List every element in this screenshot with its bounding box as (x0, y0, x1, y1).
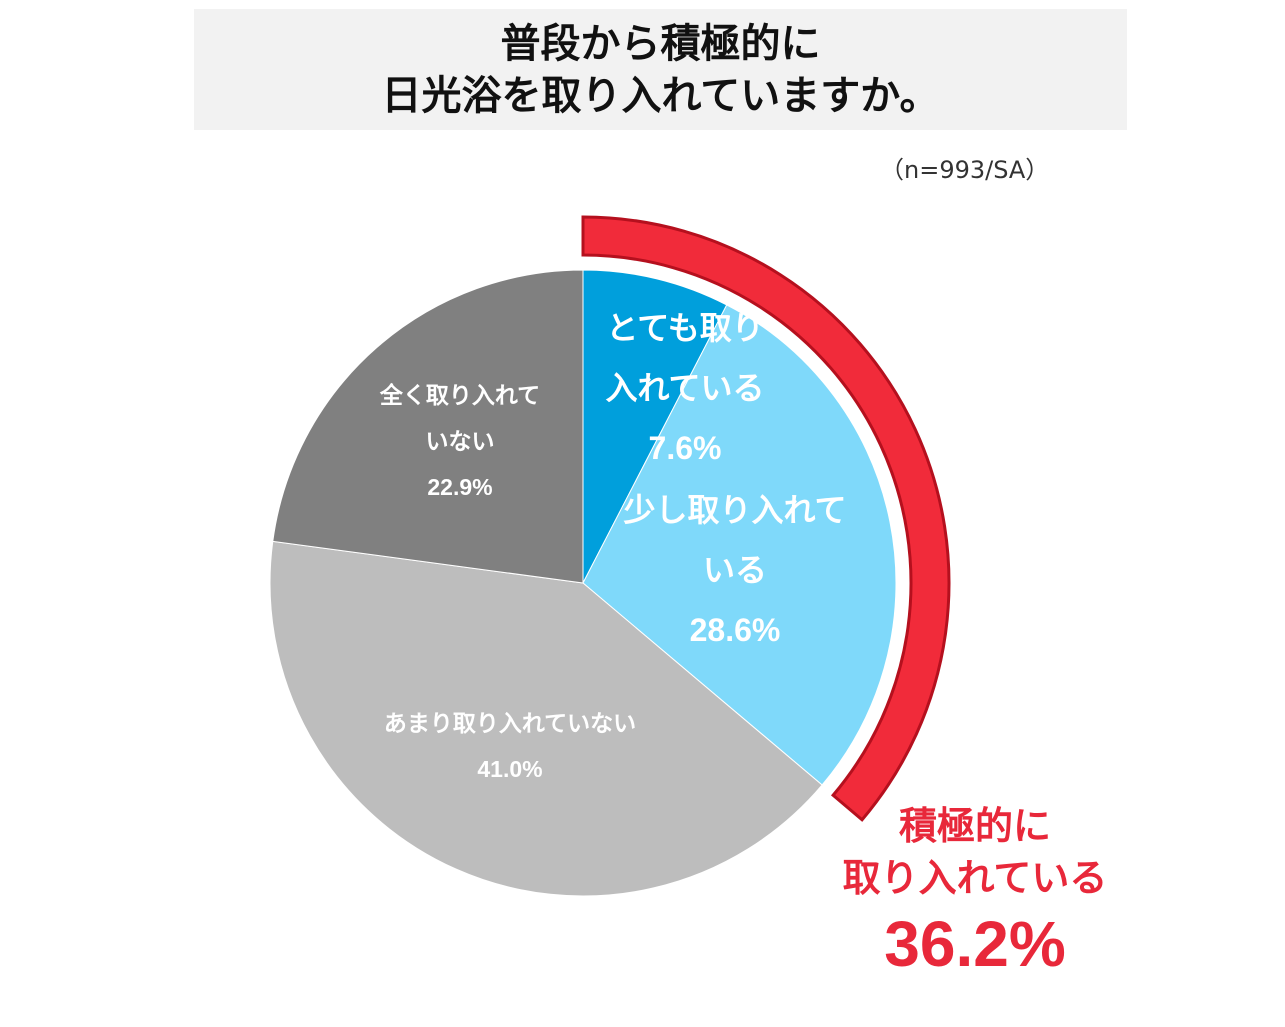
slice-label-very-line2: 入れている (605, 370, 765, 406)
slice-value-rarely: 41.0% (477, 756, 543, 782)
slice-label-very-line1: とても取り (606, 310, 764, 346)
slice-little (582, 304, 897, 786)
slice-label-little-line2: いる (702, 552, 767, 588)
slice-never (272, 269, 584, 584)
sample-size-note: （n=993/SA） (880, 156, 1050, 184)
highlight-label-line1: 積極的に (898, 804, 1051, 848)
highlight-callout: 積極的に 取り入れている 36.2% (790, 800, 1160, 984)
chart-title-line-1: 普段から積極的に (500, 20, 821, 67)
slice-label-rarely: あまり取り入れていない 41.0% (330, 700, 690, 792)
highlight-arc-group (581, 215, 951, 822)
slice-label-little-line1: 少し取り入れて (623, 492, 847, 528)
highlight-label-line2: 取り入れている (842, 856, 1108, 900)
slice-label-little: 少し取り入れて いる 28.6% (600, 480, 870, 660)
title-box: 普段から積極的に 日光浴を取り入れていますか。 (194, 9, 1127, 130)
slice-value-never: 22.9% (427, 474, 493, 500)
slice-label-never-line1: 全く取り入れて (379, 382, 541, 408)
slice-label-never: 全く取り入れて いない 22.9% (345, 372, 575, 510)
slice-very (582, 269, 728, 584)
highlight-value: 36.2% (884, 908, 1066, 980)
chart-title-line-2: 日光浴を取り入れていますか。 (381, 72, 940, 119)
slice-value-little: 28.6% (689, 612, 781, 648)
pie-slices (269, 269, 897, 897)
slice-label-rarely-line1: あまり取り入れていない (383, 710, 637, 736)
slice-rarely (269, 540, 823, 897)
slice-label-never-line2: いない (425, 428, 495, 454)
highlight-arc (581, 215, 951, 822)
slice-label-very: とても取り 入れている 7.6% (575, 298, 795, 478)
slice-value-very: 7.6% (648, 430, 722, 466)
